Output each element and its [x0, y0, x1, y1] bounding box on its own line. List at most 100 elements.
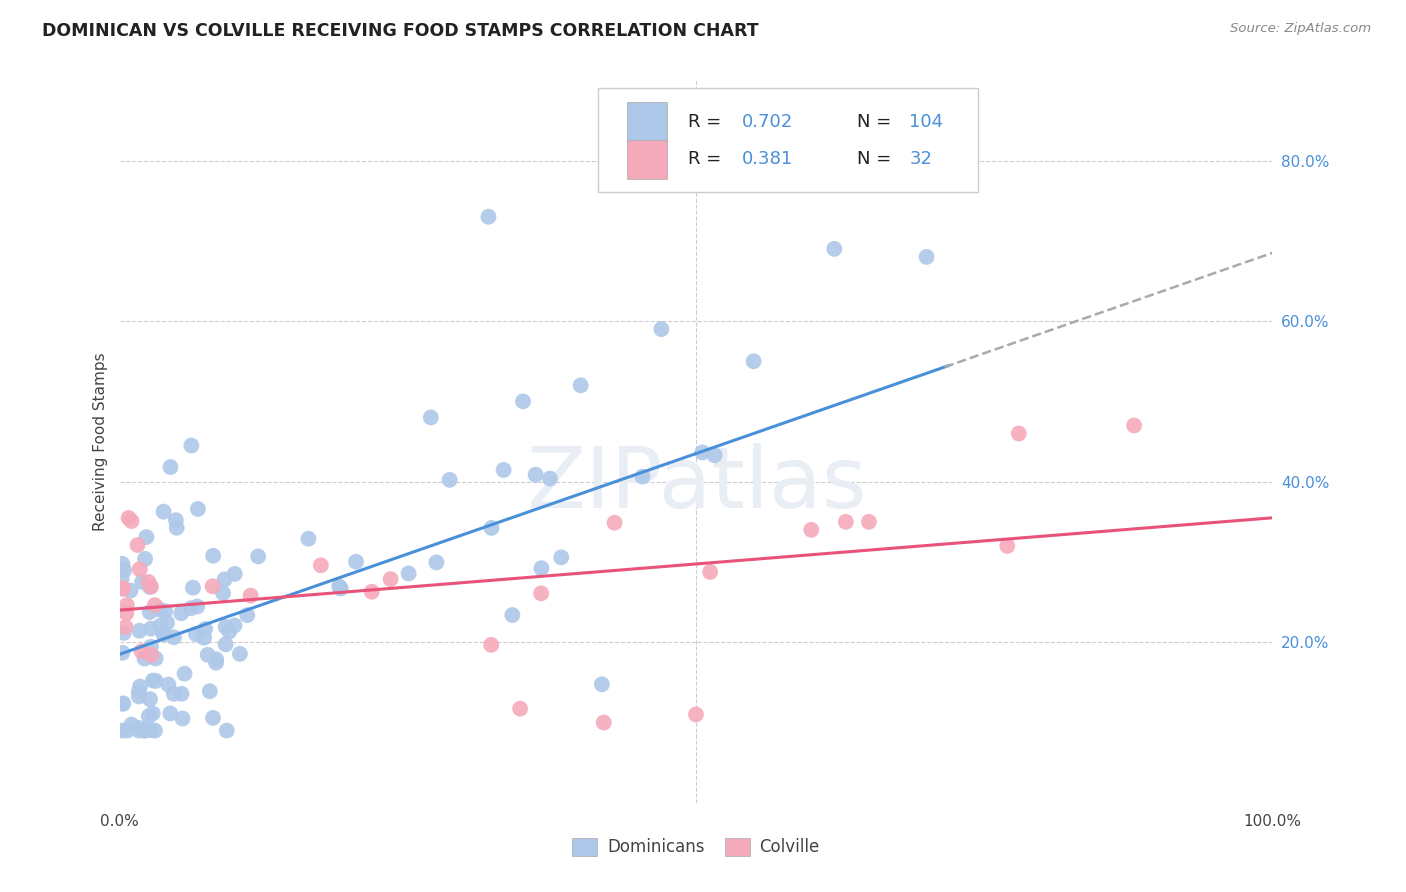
Point — [224, 566, 246, 581]
Point — [172, 712, 194, 726]
Text: ZIPatlas: ZIPatlas — [526, 443, 866, 526]
Point — [128, 721, 150, 735]
Point — [121, 514, 143, 528]
Point — [181, 581, 204, 595]
Y-axis label: Receiving Food Stamps: Receiving Food Stamps — [93, 352, 108, 531]
Point — [111, 557, 134, 571]
Point — [128, 562, 150, 576]
Point — [1123, 418, 1146, 433]
Point — [524, 467, 547, 482]
Point — [858, 515, 880, 529]
Point — [198, 684, 221, 698]
Bar — [598, 87, 979, 193]
Point — [145, 651, 167, 665]
Point — [995, 539, 1018, 553]
Point — [215, 620, 238, 634]
Text: 104: 104 — [910, 112, 943, 131]
Text: 0.381: 0.381 — [742, 151, 793, 169]
Point — [115, 723, 138, 738]
Point — [425, 555, 447, 569]
Point — [201, 711, 224, 725]
Text: Source: ZipAtlas.com: Source: ZipAtlas.com — [1230, 22, 1371, 36]
Point — [603, 516, 626, 530]
Point — [512, 394, 534, 409]
Point — [131, 644, 153, 658]
Point — [835, 515, 858, 529]
Point — [501, 607, 523, 622]
Point — [159, 706, 181, 721]
Point — [180, 601, 202, 615]
Point — [214, 573, 236, 587]
Point — [1008, 426, 1031, 441]
Point — [139, 605, 162, 619]
Point — [128, 624, 150, 638]
Point — [328, 579, 350, 593]
Point — [163, 630, 186, 644]
Point — [344, 555, 367, 569]
Point — [134, 552, 156, 566]
Point — [142, 706, 165, 721]
Point — [530, 586, 553, 600]
Point — [202, 549, 225, 563]
Point — [592, 715, 614, 730]
Point — [530, 561, 553, 575]
Point — [218, 624, 240, 639]
Point — [699, 565, 721, 579]
Text: 32: 32 — [910, 151, 932, 169]
Point — [128, 690, 150, 704]
Point — [139, 622, 162, 636]
Point — [692, 445, 714, 459]
Point — [153, 604, 176, 618]
Point — [194, 622, 217, 636]
Point — [111, 582, 134, 596]
Point — [141, 648, 163, 662]
Point — [170, 687, 193, 701]
Point — [214, 637, 236, 651]
Point — [239, 589, 262, 603]
Point — [139, 692, 162, 706]
Point — [492, 463, 515, 477]
Point — [134, 723, 156, 738]
Point — [170, 607, 193, 621]
Point — [149, 603, 172, 617]
Point — [138, 574, 160, 589]
Point — [193, 631, 215, 645]
Point — [703, 448, 725, 462]
Point — [138, 580, 160, 594]
Point — [152, 505, 174, 519]
Point — [143, 723, 166, 738]
Legend: Dominicans, Colville: Dominicans, Colville — [565, 831, 827, 863]
Point — [479, 638, 502, 652]
Point — [236, 608, 259, 623]
Point — [173, 666, 195, 681]
Point — [114, 620, 136, 634]
Point — [128, 684, 150, 698]
Point — [134, 651, 156, 665]
Point — [360, 584, 382, 599]
Point — [215, 723, 238, 738]
Point — [115, 598, 138, 612]
Point — [538, 471, 561, 485]
Point — [111, 723, 134, 738]
Point — [205, 656, 228, 670]
Point — [149, 619, 172, 633]
Point — [138, 709, 160, 723]
Point — [915, 250, 938, 264]
Point — [111, 697, 134, 711]
Point — [212, 586, 235, 600]
Point — [142, 673, 165, 688]
Point — [111, 646, 134, 660]
Point — [439, 473, 461, 487]
Point — [127, 538, 149, 552]
Point — [591, 677, 613, 691]
Point — [631, 469, 654, 483]
FancyBboxPatch shape — [627, 139, 668, 179]
Point — [157, 677, 180, 691]
Point — [163, 687, 186, 701]
Point — [550, 550, 572, 565]
Point — [120, 717, 142, 731]
Point — [742, 354, 765, 368]
Point — [112, 563, 135, 577]
Point — [187, 502, 209, 516]
Text: R =: R = — [688, 112, 721, 131]
